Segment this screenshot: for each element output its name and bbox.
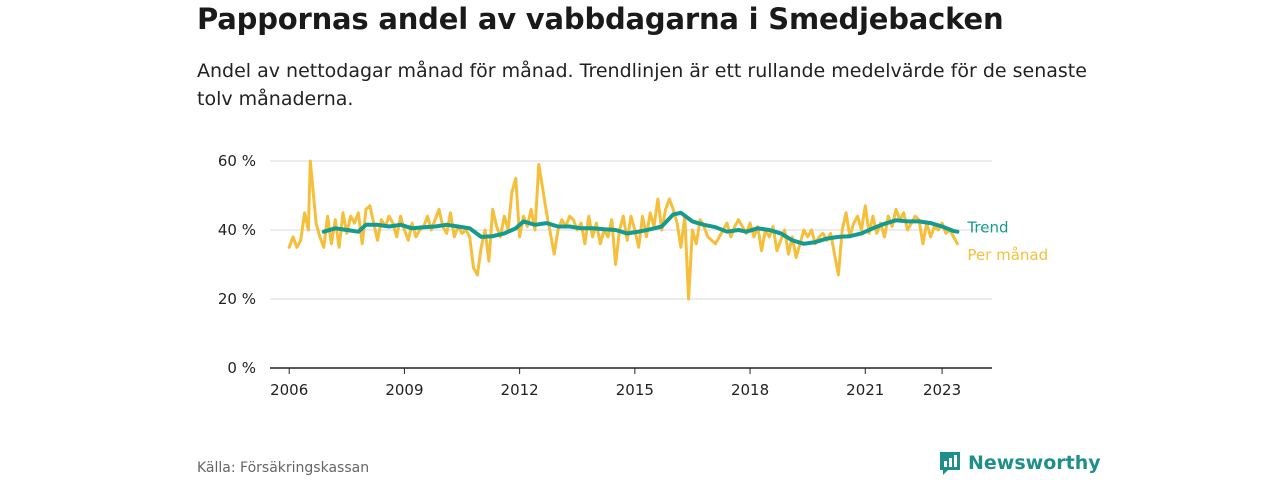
series-line-trend xyxy=(321,210,960,246)
x-axis: 2006 2009 2012 2015 2018 2021 2023 xyxy=(270,367,992,399)
y-axis-ticks: 0 % 20 % 40 % 60 % xyxy=(218,152,256,377)
chart-subtitle: Andel av nettodagar månad för månad. Tre… xyxy=(197,60,1087,110)
y-tick-label: 0 % xyxy=(227,359,256,377)
newsworthy-logo-icon xyxy=(940,452,960,475)
brand-name: Newsworthy xyxy=(968,452,1101,474)
source-note: Källa: Försäkringskassan xyxy=(197,460,370,476)
x-tick-label: 2012 xyxy=(501,381,539,399)
x-tick-label: 2018 xyxy=(731,381,769,399)
x-tick-label: 2015 xyxy=(616,381,654,399)
y-tick-label: 60 % xyxy=(218,152,256,170)
series-label-trend: Trend xyxy=(966,219,1008,237)
series-label-per-m-nad: Per månad xyxy=(967,246,1048,264)
series-lines xyxy=(287,159,960,301)
x-tick-label: 2021 xyxy=(846,381,884,399)
y-tick-label: 40 % xyxy=(218,221,256,239)
y-tick-label: 20 % xyxy=(218,290,256,308)
chart-title: Pappornas andel av vabbdagarna i Smedjeb… xyxy=(197,2,1004,36)
series-labels: Per månad Trend xyxy=(966,219,1048,264)
brand-logo[interactable]: Newsworthy xyxy=(938,450,1101,476)
x-tick-label: 2009 xyxy=(385,381,423,399)
x-tick-label: 2023 xyxy=(923,381,961,399)
x-tick-label: 2006 xyxy=(270,381,308,399)
series-line-per-m-nad xyxy=(287,159,959,301)
